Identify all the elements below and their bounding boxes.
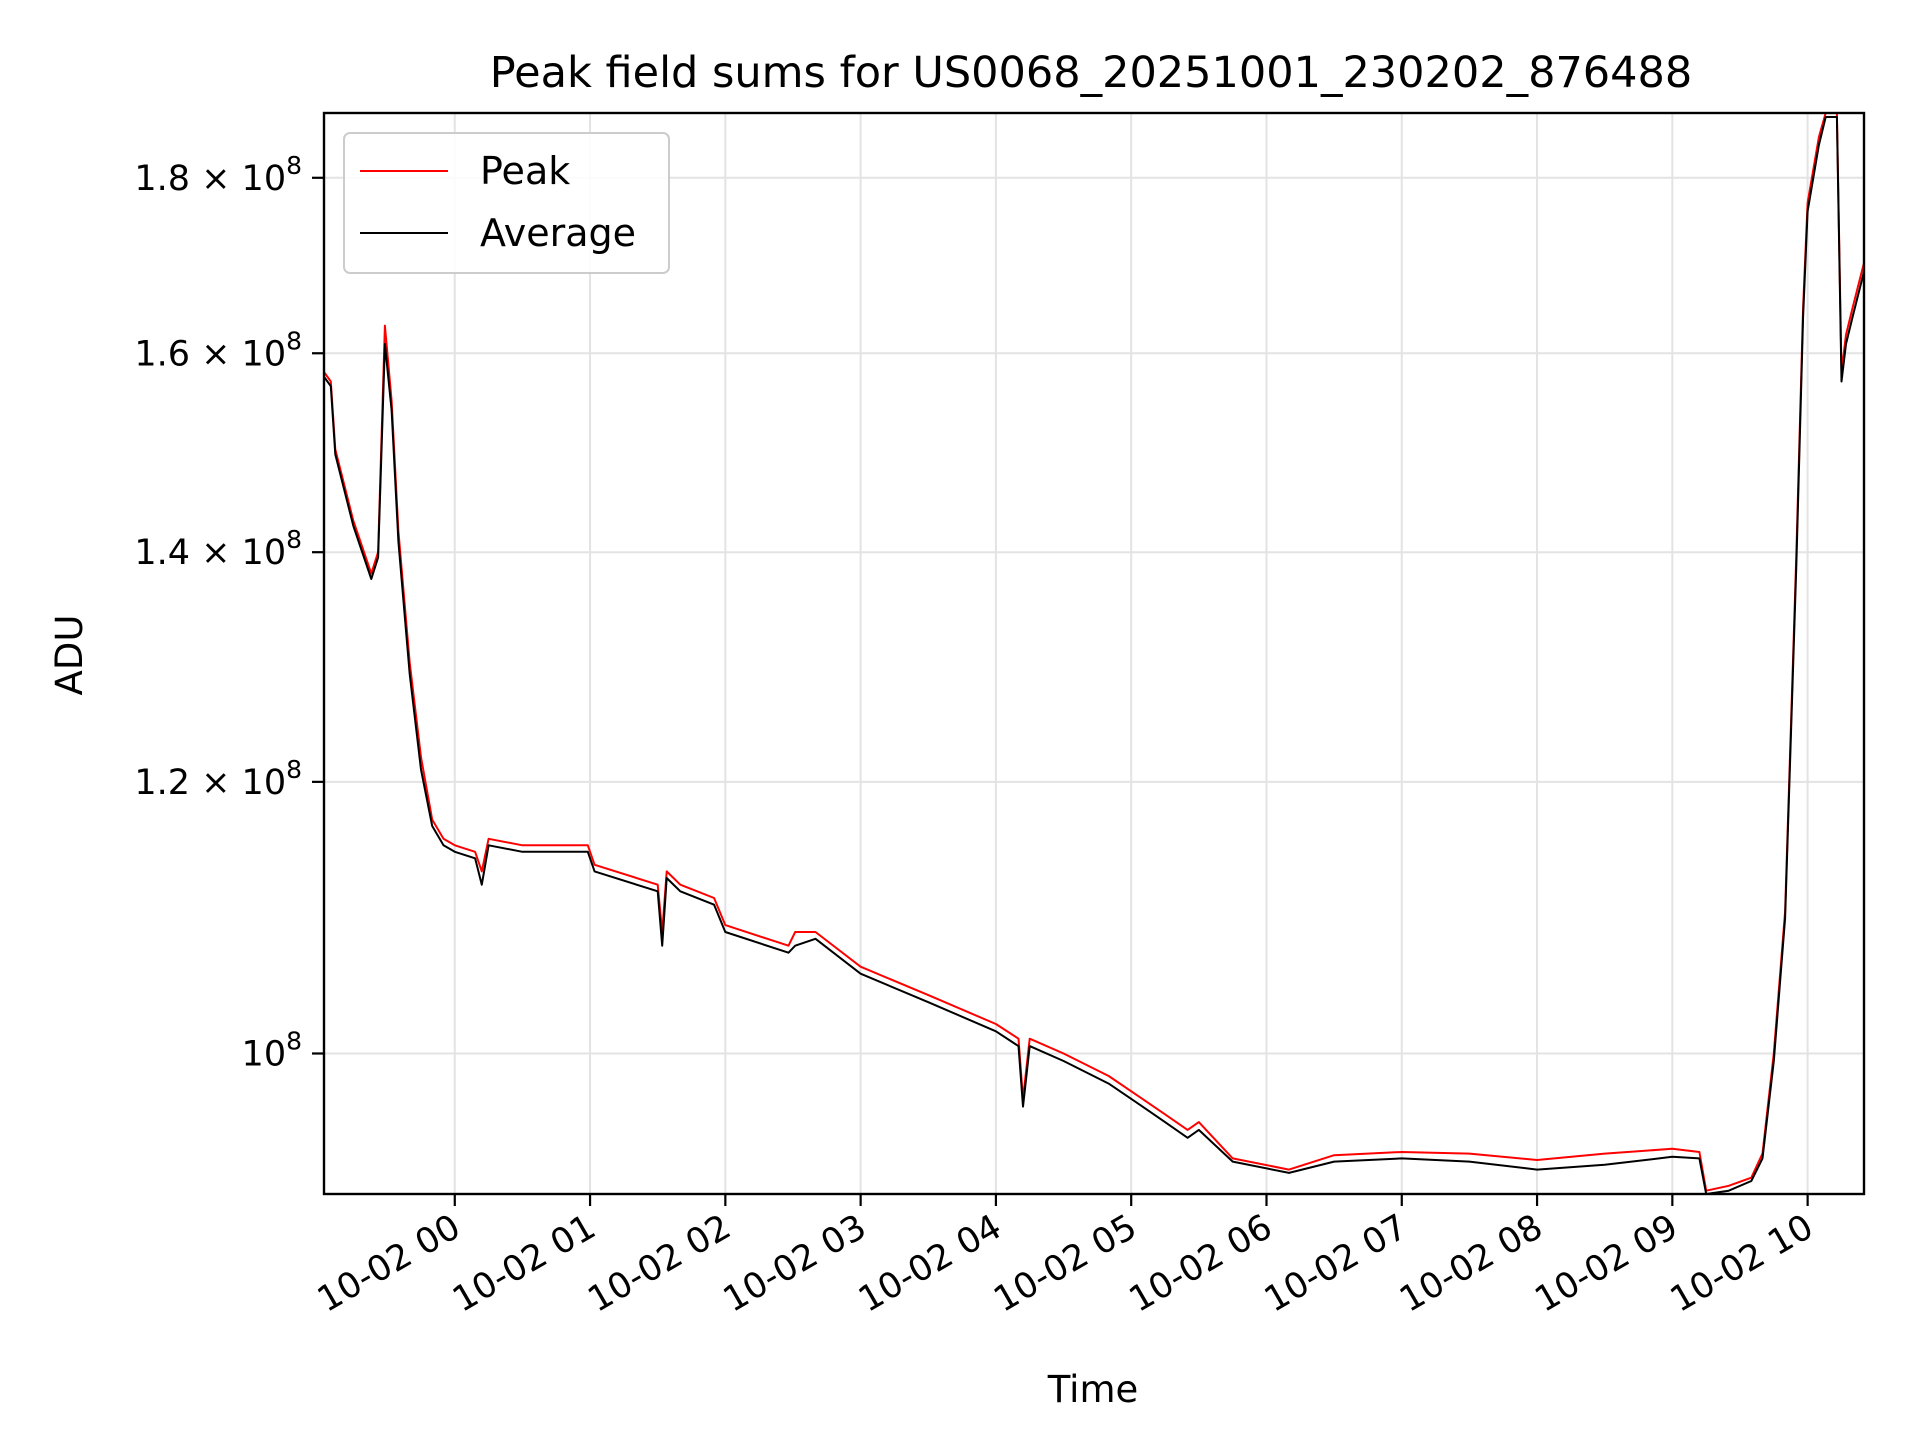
y-tick-label: 1.4 × 108 [134, 525, 302, 573]
y-tick-label: 108 [242, 1026, 302, 1074]
chart-title: Peak field sums for US0068_20251001_2302… [490, 48, 1693, 98]
plot-frame [322, 111, 1866, 1196]
x-axis-label: Time [1047, 1368, 1139, 1411]
y-axis-label: ADU [48, 615, 91, 696]
y-axis-ticks: 108 1.2 × 108 1.4 × 108 1.6 × 108 1.8 × 108 [134, 151, 324, 1074]
series-line-average [323, 116, 1865, 1195]
y-tick-label: 1.2 × 108 [134, 755, 302, 803]
legend-box [343, 132, 670, 274]
plot-series [323, 112, 1865, 1195]
y-tick-label: 1.6 × 108 [134, 326, 302, 374]
legend: Peak Average [343, 132, 670, 274]
legend-label-average: Average [480, 211, 636, 255]
legend-label-peak: Peak [480, 149, 570, 193]
y-tick-label: 1.8 × 108 [134, 151, 302, 199]
